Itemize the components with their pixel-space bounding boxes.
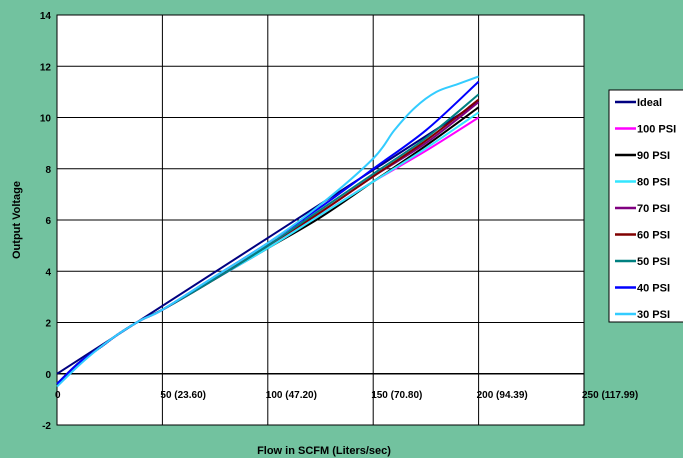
- x-tick-labels: 0 50 (23.60) 100 (47.20) 150 (70.80) 200 (94…: [55, 390, 638, 401]
- x-tick-label: 200 (94.39): [477, 390, 528, 401]
- x-tick-label: 100 (47.20): [266, 390, 317, 401]
- y-tick-label: 2: [45, 319, 51, 330]
- y-tick-label: 14: [40, 11, 52, 22]
- legend-label: 90 PSI: [637, 150, 670, 162]
- x-tick-label: 250 (117.99): [582, 390, 638, 401]
- x-tick-label: 0: [55, 390, 61, 401]
- legend: Ideal 100 PSI 90 PSI 80 PSI 70 PSI 60 PSI 50 P…: [608, 89, 683, 323]
- legend-label: 70 PSI: [637, 203, 670, 215]
- y-tick-label: 0: [45, 370, 51, 381]
- legend-label: Ideal: [637, 97, 662, 109]
- legend-label: 60 PSI: [637, 230, 670, 242]
- legend-label: 30 PSI: [637, 309, 670, 321]
- y-tick-label: -2: [42, 421, 51, 432]
- legend-label: 40 PSI: [637, 283, 670, 295]
- y-axis-title: Output Voltage: [11, 181, 23, 259]
- legend-label: 80 PSI: [637, 177, 670, 189]
- y-tick-label: 4: [45, 267, 51, 278]
- y-tick-label: 6: [45, 216, 51, 227]
- y-tick-label: 10: [40, 114, 52, 125]
- series-line-30-psi: [56, 75, 479, 388]
- y-tick-label: 8: [45, 165, 51, 176]
- y-tick-labels: -2 0 2 4 6 8 10 12 14: [40, 11, 52, 432]
- legend-label: 50 PSI: [637, 256, 670, 268]
- x-tick-label: 150 (70.80): [371, 390, 422, 401]
- legend-label: 100 PSI: [637, 124, 676, 136]
- x-tick-label: 50 (23.60): [160, 390, 206, 401]
- series-lines: [56, 75, 480, 388]
- x-axis-title: Flow in SCFM (Liters/sec): [257, 445, 391, 457]
- y-tick-label: 12: [40, 62, 52, 73]
